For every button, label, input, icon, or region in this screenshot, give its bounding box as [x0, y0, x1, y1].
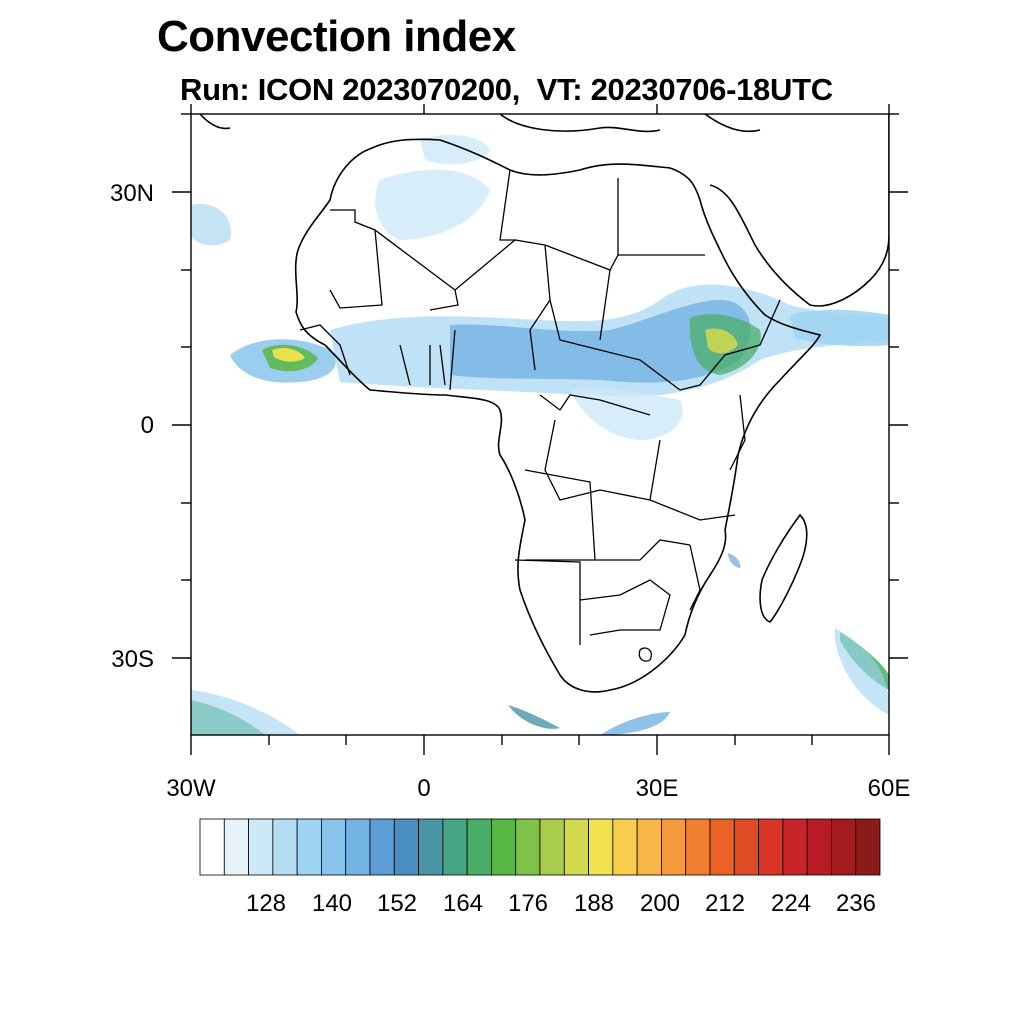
- sahara-patch-1: [375, 169, 490, 240]
- border-nigeria: [449, 329, 536, 391]
- colorbar-label: 152: [376, 890, 418, 917]
- colorbar-box: [685, 818, 711, 876]
- border-chad-sudan: [599, 269, 611, 341]
- border-namibia: [514, 559, 581, 645]
- arabian-band: [790, 309, 889, 347]
- colorbar-box: [563, 818, 589, 876]
- colorbar-box: [661, 818, 687, 876]
- colorbar-box: [223, 818, 249, 876]
- border-niger: [454, 239, 551, 331]
- sahara-patch-2: [420, 134, 490, 165]
- border-botswana: [579, 579, 671, 636]
- colorbar-box: [345, 818, 371, 876]
- colorbar-box: [296, 818, 322, 876]
- border-egypt-sudan: [617, 178, 705, 256]
- y-tick-label-30s: 30S: [111, 646, 154, 673]
- arabia-coast: [709, 114, 889, 307]
- coastlines: [199, 114, 889, 693]
- colorbar-box: [491, 818, 517, 876]
- se-patch-halo: [835, 628, 889, 715]
- ethiopia-peak: [705, 328, 738, 354]
- borders: [299, 169, 781, 662]
- madagascar-coast: [759, 513, 808, 623]
- atlantic-nw-patch: [191, 204, 231, 246]
- border-chad-libya: [544, 244, 619, 271]
- colorbar-label: 212: [704, 890, 746, 917]
- colorbar-box: [248, 818, 274, 876]
- colorbar-box: [321, 818, 347, 876]
- colorbar-label: 236: [835, 890, 877, 917]
- border-guinea: [299, 324, 351, 376]
- border-congo-n: [539, 394, 651, 416]
- colorbar-box: [539, 818, 565, 876]
- page-subtitle: Run: ICON 2023070200, VT: 20230706-18UTC: [180, 72, 833, 107]
- colorbar-label: 200: [639, 890, 681, 917]
- border-angola: [524, 469, 596, 561]
- x-tick-label-60e: 60E: [867, 775, 911, 802]
- guinea-peak: [272, 347, 305, 362]
- colorbar-box: [515, 818, 541, 876]
- colorbar-box: [758, 818, 784, 876]
- mozambique-patch: [728, 553, 741, 568]
- border-mozambique: [689, 544, 701, 611]
- tick-marks: [172, 104, 908, 755]
- colorbar-label: 188: [573, 890, 615, 917]
- border-zambia: [595, 539, 691, 561]
- convection-field: [191, 134, 889, 735]
- s-patch-2: [600, 712, 670, 735]
- colorbar-box: [831, 818, 857, 876]
- border-mali: [374, 229, 459, 311]
- x-tick-label-30e: 30E: [635, 775, 679, 802]
- africa-coast: [294, 138, 822, 693]
- sw-patch-halo: [191, 690, 300, 735]
- colorbar-box: [588, 818, 614, 876]
- colorbar-box: [855, 818, 881, 876]
- colorbar-box: [369, 818, 395, 876]
- y-tick-label-30n: 30N: [109, 180, 154, 207]
- central-patch: [570, 388, 683, 440]
- border-ghana-togo: [399, 344, 446, 386]
- colorbar-box: [733, 818, 759, 876]
- border-mauritania: [329, 209, 383, 309]
- border-drc: [544, 419, 661, 501]
- med-north-coast: [199, 114, 761, 133]
- colorbar-box: [612, 818, 638, 876]
- colorbar-box: [466, 818, 492, 876]
- border-chad-car: [549, 299, 681, 391]
- y-tick-label-0: 0: [140, 412, 154, 439]
- colorbar-box: [418, 818, 444, 876]
- colorbar-label: 128: [245, 890, 287, 917]
- page-title: Convection index: [157, 12, 516, 61]
- colorbar: [199, 818, 881, 876]
- colorbar-box: [393, 818, 419, 876]
- border-somalia: [729, 394, 746, 471]
- plot-frame: [190, 113, 890, 736]
- border-tanzania: [649, 499, 736, 521]
- x-tick-label-30w: 30W: [166, 775, 216, 802]
- colorbar-label: 176: [507, 890, 549, 917]
- colorbar-label: 164: [442, 890, 484, 917]
- colorbar-box: [782, 818, 808, 876]
- s-patch-1: [508, 705, 560, 729]
- colorbar-label: 140: [311, 890, 353, 917]
- x-tick-label-0: 0: [417, 775, 431, 802]
- border-ethiopia: [679, 299, 781, 391]
- colorbar-box: [636, 818, 662, 876]
- colorbar-box: [442, 818, 468, 876]
- sahel-core: [450, 300, 751, 383]
- border-libya-w: [499, 169, 515, 241]
- colorbar-label: 224: [770, 890, 812, 917]
- border-lesotho: [638, 647, 652, 662]
- colorbar-box: [806, 818, 832, 876]
- colorbar-box: [199, 818, 225, 876]
- colorbar-box: [272, 818, 298, 876]
- colorbar-box: [709, 818, 735, 876]
